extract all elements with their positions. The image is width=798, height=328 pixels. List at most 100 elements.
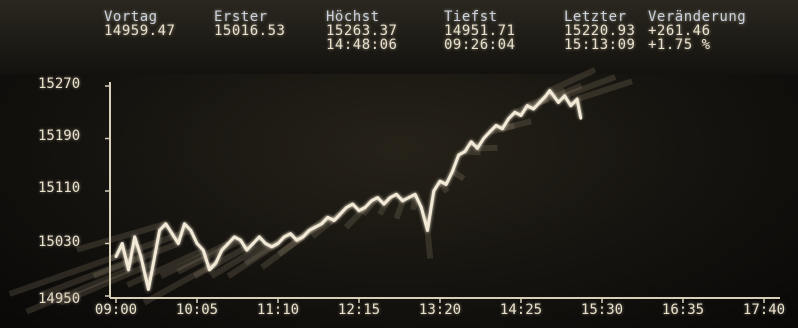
stat-value: 15016.53 [214, 23, 286, 39]
motion-ray [209, 240, 268, 279]
stat-time: 14:48:06 [326, 37, 398, 53]
data-point [494, 124, 498, 127]
data-point [357, 209, 361, 213]
data-point [220, 248, 224, 252]
motion-ray [58, 260, 155, 306]
x-tick-label: 17:40 [742, 302, 786, 318]
y-tick-label: 15030 [38, 234, 81, 250]
stat-value: 14951.71 [444, 23, 516, 39]
data-point [469, 140, 473, 144]
data-point [351, 202, 355, 206]
data-point [444, 183, 448, 186]
motion-ray [548, 67, 597, 94]
x-tick-label: 10:05 [175, 302, 219, 318]
x-tick-label: 13:20 [418, 302, 462, 318]
data-point [320, 222, 323, 226]
motion-ray [464, 148, 481, 156]
data-point [395, 192, 398, 196]
data-point [463, 150, 467, 154]
stat-column-high: Höchst 15263.37 14:48:06 [326, 10, 397, 52]
data-point [301, 235, 305, 239]
data-point [139, 255, 143, 258]
data-point [507, 117, 510, 121]
motion-ray [501, 118, 532, 132]
motion-ray [126, 247, 205, 288]
data-point [426, 229, 429, 232]
data-point [563, 94, 566, 98]
data-point [226, 242, 230, 245]
data-point [525, 104, 529, 108]
motion-blur-rays [8, 67, 633, 315]
stat-column-change: Veränderung +261.46 +1.75 % [648, 10, 746, 52]
x-tick-label: 15:30 [580, 302, 624, 318]
data-point [388, 196, 392, 200]
data-point [482, 137, 485, 140]
stat-column-open: Erster 15016.53 [214, 10, 285, 38]
motion-ray [142, 260, 218, 306]
stat-label: Veränderung [648, 9, 747, 25]
data-point [201, 248, 205, 252]
x-tick-label: 12:15 [337, 302, 381, 318]
data-point [557, 101, 560, 104]
data-point [152, 261, 155, 265]
stat-time: +1.75 % [648, 37, 711, 53]
data-point [332, 219, 336, 222]
data-point [476, 146, 479, 150]
stat-label: Höchst [326, 9, 380, 25]
data-point [176, 242, 180, 245]
data-point [214, 261, 218, 265]
data-point [127, 268, 130, 272]
stat-value: 15263.37 [326, 23, 398, 39]
motion-ray [424, 230, 434, 259]
data-point [276, 242, 280, 245]
data-point [532, 107, 535, 111]
data-point [147, 288, 150, 291]
axis-ticks [105, 85, 765, 303]
series-layer [114, 89, 583, 291]
stat-column-low: Tiefst 14951.71 09:26:04 [444, 10, 515, 52]
data-point [569, 104, 573, 108]
motion-ray [8, 253, 117, 297]
stat-column-previous-close: Vortag 14959.47 [104, 10, 175, 38]
data-point [579, 116, 583, 120]
data-point [257, 235, 261, 239]
x-tick-label: 11:10 [256, 302, 300, 318]
stat-value: 14959.47 [104, 23, 176, 39]
data-point [195, 242, 199, 245]
data-point [538, 101, 542, 104]
motion-ray [92, 240, 180, 280]
data-point [164, 222, 168, 226]
data-point [401, 199, 404, 203]
data-point [114, 255, 118, 258]
data-point [170, 232, 174, 236]
stat-label: Letzter [564, 9, 627, 25]
data-point [575, 97, 579, 101]
y-tick-label: 15110 [38, 180, 81, 196]
stat-time: 15:13:09 [564, 37, 636, 53]
x-tick-label: 14:25 [499, 302, 543, 318]
data-point [513, 110, 517, 114]
data-point [432, 189, 436, 193]
data-point [413, 192, 417, 196]
data-point [307, 229, 311, 232]
data-point [488, 130, 492, 134]
data-point [419, 206, 423, 209]
data-point [251, 242, 255, 245]
motion-ray [193, 240, 255, 279]
motion-ray [477, 144, 498, 152]
data-point [363, 206, 367, 209]
y-tick-label: 14950 [38, 291, 80, 307]
y-tick-label: 15270 [38, 76, 81, 92]
data-point [438, 179, 442, 183]
data-point [451, 169, 454, 173]
x-tick-label: 09:00 [94, 302, 138, 318]
data-point [245, 248, 249, 252]
data-point [376, 196, 380, 200]
motion-ray [563, 74, 617, 99]
motion-ray [25, 266, 130, 315]
data-point [120, 242, 124, 245]
data-point [500, 127, 504, 131]
stat-label: Erster [214, 9, 268, 25]
